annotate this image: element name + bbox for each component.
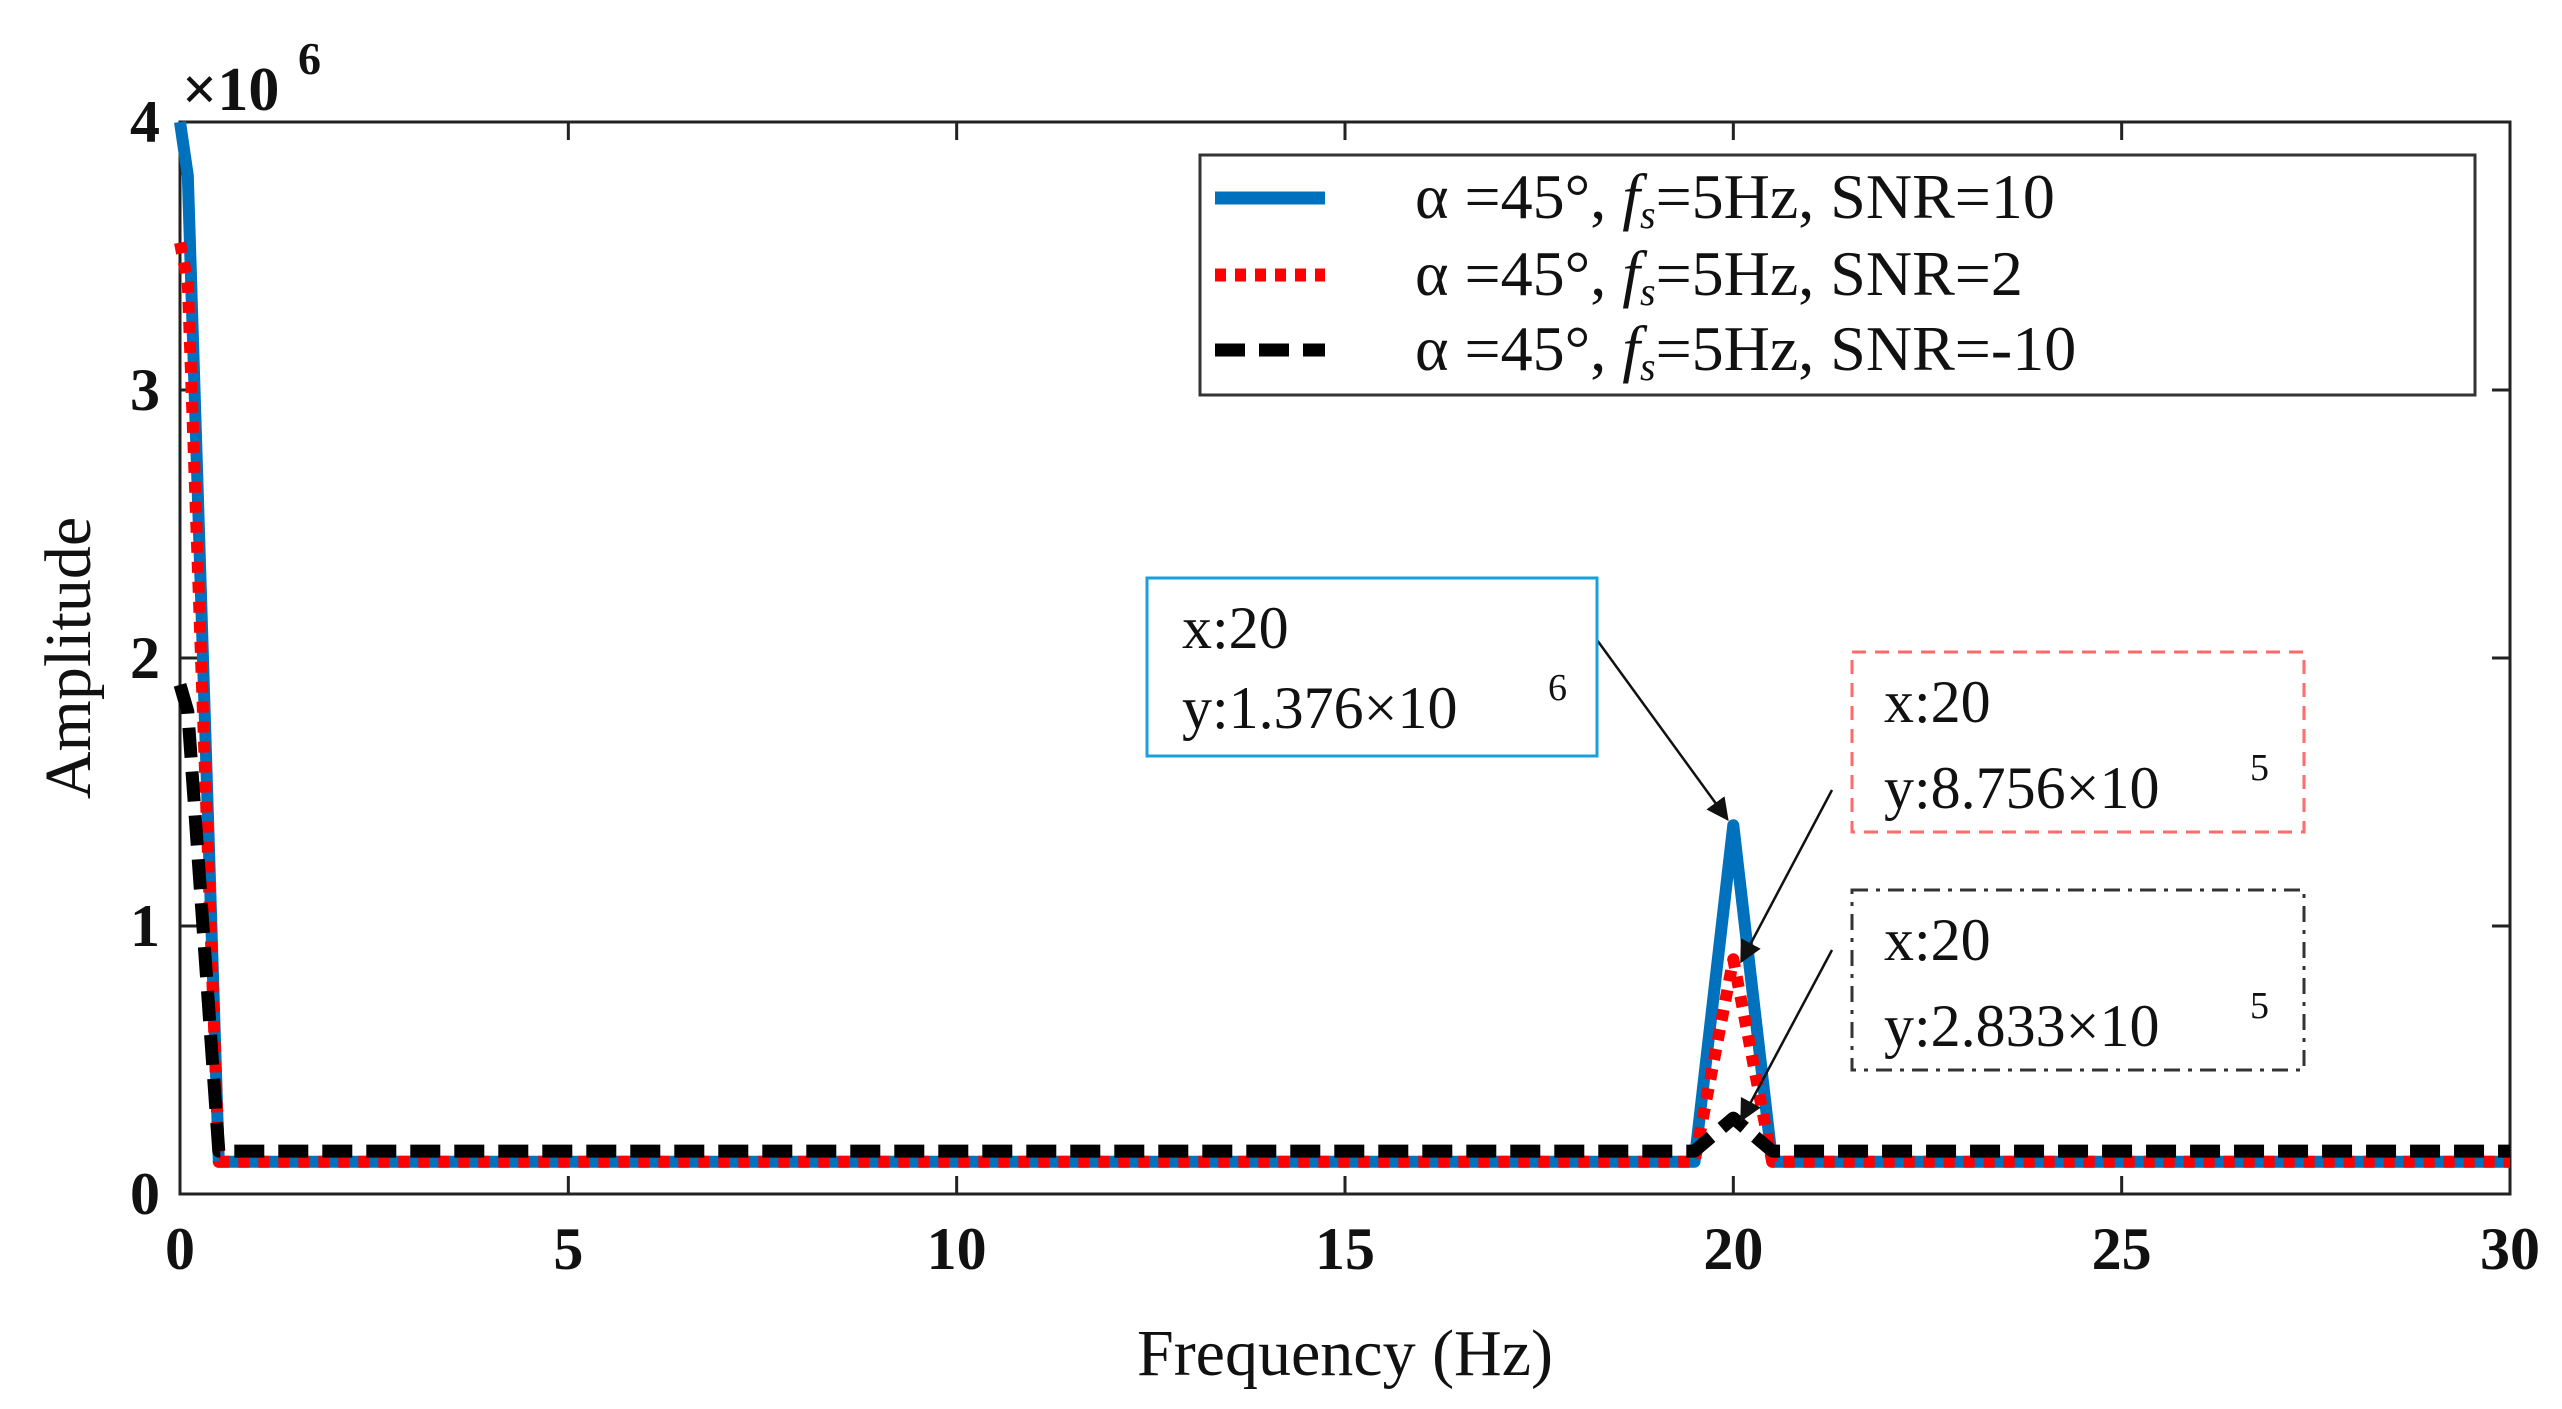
annotation-arrow bbox=[1740, 789, 1834, 964]
annotation-box bbox=[1850, 650, 2306, 834]
annotation-snr10: x:20 y:1.376×10 6 bbox=[1145, 576, 1599, 758]
annotation-x-text: x:20 bbox=[1182, 595, 1289, 661]
y-axis-ticks: 0 1 2 3 4 bbox=[130, 89, 2510, 1227]
annotation-y-text: y:2.833×10 bbox=[1884, 993, 2160, 1059]
annotation-y-text: y:8.756×10 bbox=[1884, 755, 2160, 821]
legend-label: α =45°, fs=5Hz, SNR=2 bbox=[1415, 238, 2023, 314]
annotation-y-text: y:1.376×10 bbox=[1182, 675, 1458, 741]
series-line-snr-10 bbox=[173, 682, 2510, 1158]
annotation-x-text: x:20 bbox=[1884, 907, 1991, 973]
y-tick-label: 4 bbox=[130, 89, 160, 155]
x-tick-label: 20 bbox=[1703, 1216, 1763, 1282]
x-tick-label: 25 bbox=[2092, 1216, 2152, 1282]
legend-entry-snr-minus10: α =45°, fs=5Hz, SNR=-10 bbox=[1215, 313, 2076, 389]
annotation-y-exponent: 5 bbox=[2250, 985, 2269, 1027]
y-scale-exponent: 6 bbox=[298, 33, 321, 84]
x-axis-label: Frequency (Hz) bbox=[1137, 1317, 1553, 1390]
y-tick-label: 2 bbox=[130, 625, 160, 691]
annotation-snr2: x:20 y:8.756×10 5 bbox=[1850, 650, 2306, 834]
annotation-snr-minus10: x:20 y:2.833×10 5 bbox=[1850, 888, 2306, 1072]
annotation-arrow bbox=[1595, 639, 1729, 822]
x-tick-label: 30 bbox=[2480, 1216, 2540, 1282]
series-group bbox=[173, 121, 2510, 1168]
annotation-y-exponent: 5 bbox=[2250, 747, 2269, 789]
y-scale-base: ×10 bbox=[182, 56, 279, 124]
annotation-box bbox=[1850, 888, 2306, 1072]
y-tick-label: 1 bbox=[130, 893, 160, 959]
legend-label: α =45°, fs=5Hz, SNR=10 bbox=[1415, 161, 2055, 237]
legend-box bbox=[1198, 153, 2477, 397]
legend-entry-snr2: α =45°, fs=5Hz, SNR=2 bbox=[1215, 238, 2023, 314]
annotation-arrows bbox=[1595, 639, 1834, 1123]
annotation-x-text: x:20 bbox=[1884, 669, 1991, 735]
x-tick-label: 10 bbox=[927, 1216, 987, 1282]
annotation-y-exponent: 6 bbox=[1548, 667, 1567, 709]
legend-label: α =45°, fs=5Hz, SNR=-10 bbox=[1415, 313, 2076, 389]
y-tick-label: 0 bbox=[130, 1161, 160, 1227]
y-axis-label: Amplitude bbox=[32, 517, 105, 799]
x-tick-label: 5 bbox=[553, 1216, 583, 1282]
legend: α =45°, fs=5Hz, SNR=10 α =45°, fs=5Hz, S… bbox=[1198, 153, 2477, 397]
y-tick-label: 3 bbox=[130, 357, 160, 423]
x-tick-label: 15 bbox=[1315, 1216, 1375, 1282]
annotation-arrow bbox=[1740, 949, 1834, 1123]
legend-entry-snr10: α =45°, fs=5Hz, SNR=10 bbox=[1215, 161, 2055, 237]
annotation-box bbox=[1145, 576, 1599, 758]
x-tick-label: 0 bbox=[165, 1216, 195, 1282]
x-axis-ticks: 0 5 10 15 20 25 30 bbox=[165, 122, 2540, 1282]
series-line-snr-2 bbox=[174, 241, 2510, 1168]
